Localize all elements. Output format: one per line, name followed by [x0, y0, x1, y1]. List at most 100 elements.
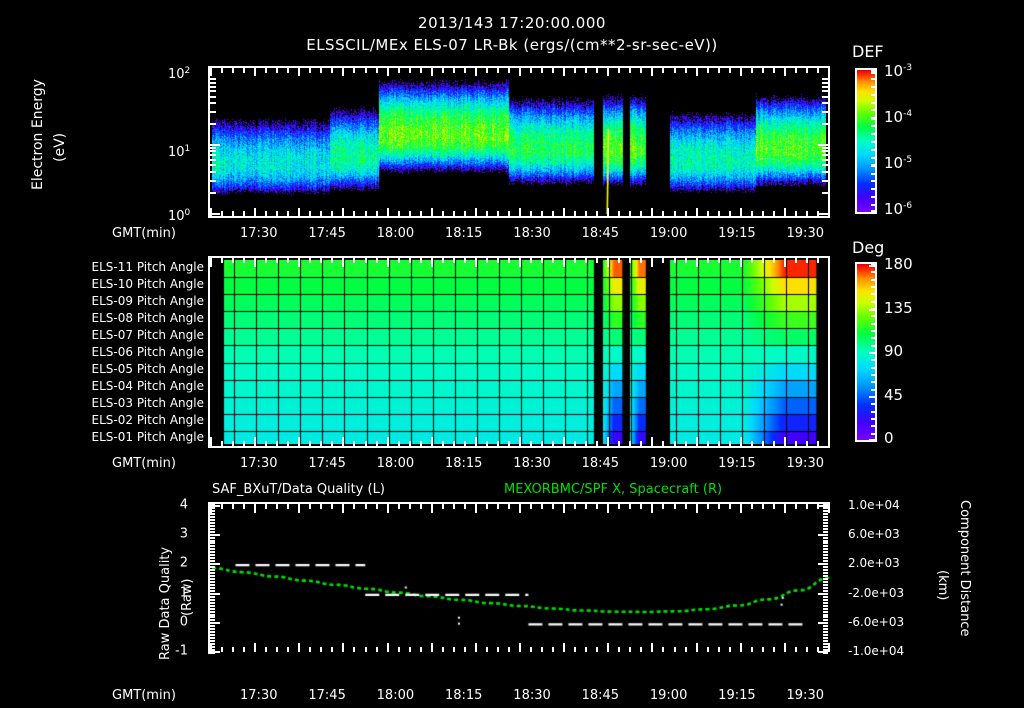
tick-mark	[452, 647, 455, 652]
tick-mark	[640, 68, 643, 73]
tick-mark	[629, 211, 632, 216]
tick-mark	[210, 637, 215, 640]
tick-mark	[530, 211, 533, 216]
tick-mark	[463, 647, 466, 652]
deg-colorbar-tick-label: 180	[884, 255, 913, 273]
tick-mark	[618, 441, 621, 446]
pitch-angle-panel[interactable]	[208, 256, 830, 448]
tick-mark	[822, 146, 828, 149]
energy-tick-label: 100	[168, 207, 191, 224]
tick-mark	[210, 122, 216, 125]
tick-mark	[243, 504, 246, 509]
tick-mark	[761, 258, 764, 263]
tick-mark	[210, 509, 215, 512]
tick-mark	[419, 258, 422, 263]
tick-mark	[375, 258, 378, 263]
tick-mark	[823, 557, 828, 560]
time-tick-label: 18:15	[444, 456, 483, 471]
tick-mark	[585, 258, 588, 263]
tick-mark	[353, 211, 356, 216]
tick-mark	[331, 504, 334, 509]
energy-tick-label: 101	[168, 143, 191, 161]
tick-mark	[823, 637, 828, 640]
tick-mark	[717, 211, 720, 216]
tick-mark	[618, 258, 621, 263]
tick-mark	[823, 625, 828, 628]
tick-mark	[822, 154, 828, 157]
spectrogram-panel[interactable]	[208, 66, 830, 218]
time-tick-label: 17:30	[240, 226, 278, 241]
tick-mark	[386, 643, 389, 652]
tick-mark	[783, 258, 786, 267]
tick-mark	[783, 68, 786, 76]
tick-mark	[331, 647, 334, 652]
tick-mark	[822, 81, 828, 84]
tick-mark	[717, 68, 720, 73]
time-tick-label: 19:30	[786, 226, 824, 241]
tick-mark	[210, 586, 215, 589]
time-tick-label: 18:00	[376, 688, 415, 703]
tick-mark	[452, 68, 455, 73]
tick-mark	[254, 643, 257, 652]
tick-mark	[823, 586, 828, 589]
line-panel[interactable]	[208, 502, 830, 654]
tick-mark	[408, 441, 411, 446]
tick-mark	[871, 403, 876, 406]
tick-mark	[871, 204, 875, 207]
tick-mark	[640, 211, 643, 216]
tick-mark	[485, 258, 488, 263]
distance-tick-label: -6.0e+03	[848, 614, 905, 629]
time-tick-label: 17:30	[240, 688, 278, 703]
tick-mark	[728, 504, 731, 509]
tick-mark	[320, 211, 323, 216]
distance-tick-label: 1.0e+04	[848, 498, 900, 512]
page-subtitle: ELSSCIL/MEx ELS-07 LR-Bk (ergs/(cm**2-sr…	[306, 36, 718, 54]
tick-mark	[618, 68, 621, 73]
tick-mark	[585, 647, 588, 652]
tick-mark	[541, 504, 544, 509]
tick-mark	[871, 141, 875, 143]
tick-mark	[210, 563, 215, 566]
tick-mark	[684, 441, 687, 446]
def-colorbar[interactable]	[855, 68, 877, 214]
tick-mark	[596, 68, 599, 73]
tick-mark	[673, 258, 676, 263]
page-title: 2013/143 17:20:00.000	[418, 14, 606, 32]
tick-mark	[474, 208, 477, 216]
tick-mark	[871, 70, 875, 72]
tick-mark	[408, 647, 411, 652]
tick-mark	[463, 258, 466, 263]
deg-colorbar-tick-label: 90	[884, 342, 904, 360]
tick-mark	[210, 560, 215, 563]
tick-mark	[607, 208, 610, 216]
tick-mark	[607, 504, 610, 513]
tick-mark	[265, 504, 268, 509]
tick-mark	[210, 628, 215, 631]
tick-mark	[265, 647, 268, 652]
line-panel-xlabel: GMT(min)	[112, 688, 176, 703]
tick-mark	[210, 545, 215, 548]
tick-mark	[871, 212, 875, 214]
tick-mark	[463, 68, 466, 73]
tick-mark	[728, 441, 731, 446]
time-tick-label: 19:15	[718, 226, 756, 241]
tick-mark	[871, 196, 875, 199]
tick-mark	[651, 258, 654, 267]
tick-mark	[706, 258, 709, 263]
tick-mark	[210, 616, 215, 619]
tick-mark	[772, 211, 775, 216]
tick-mark	[463, 211, 466, 216]
tick-mark	[805, 504, 808, 509]
tick-mark	[794, 504, 797, 509]
tick-mark	[210, 506, 215, 509]
tick-mark	[706, 504, 709, 509]
spectrogram-image	[212, 70, 826, 214]
tick-mark	[783, 208, 786, 216]
tick-mark	[210, 524, 215, 527]
tick-mark	[210, 649, 215, 652]
tick-mark	[871, 72, 877, 74]
tick-mark	[276, 441, 279, 446]
tick-mark	[221, 211, 224, 216]
tick-mark	[353, 504, 356, 509]
tick-mark	[210, 652, 215, 654]
